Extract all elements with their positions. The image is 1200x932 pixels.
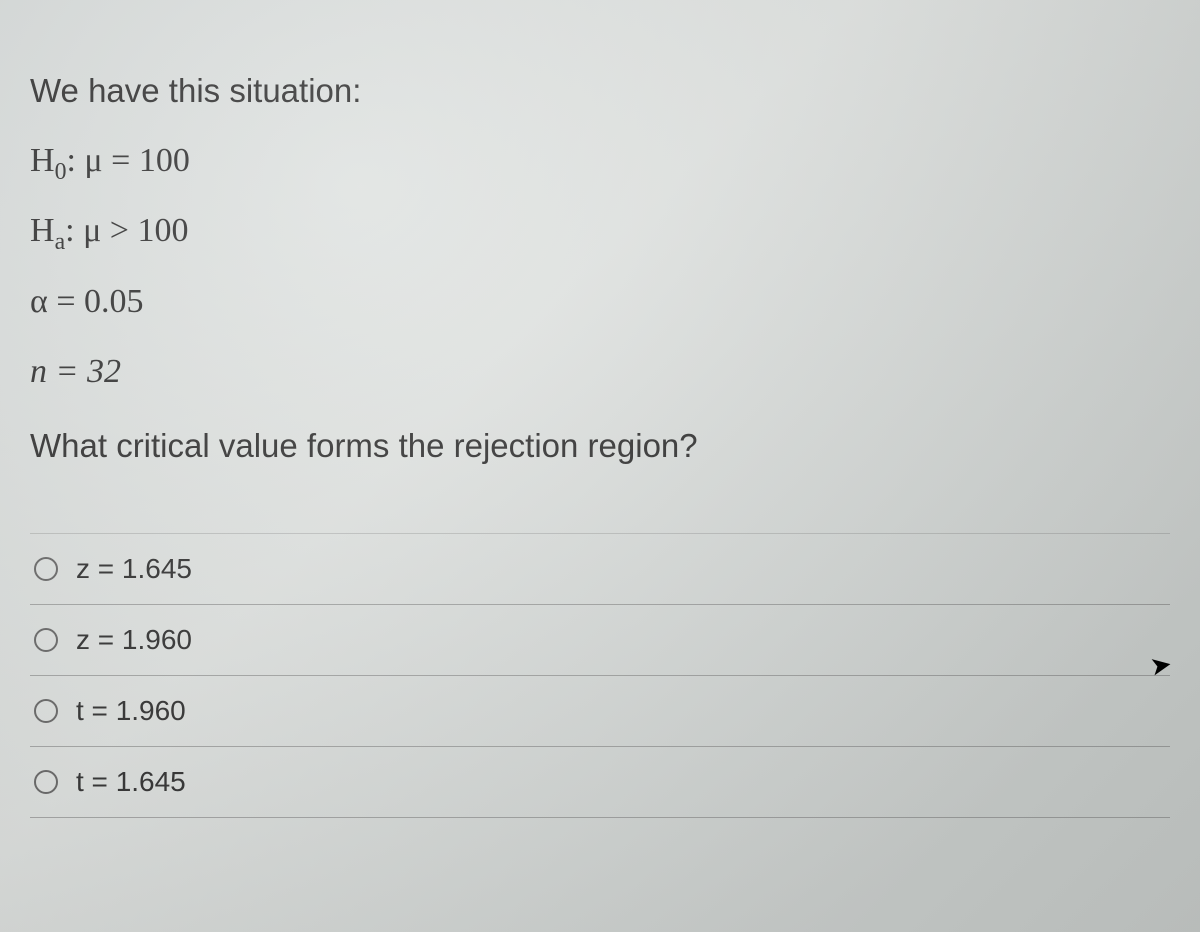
option-label: z = 1.960	[76, 624, 192, 656]
option-c[interactable]: t = 1.960	[30, 676, 1170, 747]
option-d[interactable]: t = 1.645	[30, 747, 1170, 818]
question-text: What critical value forms the rejection …	[30, 415, 1170, 478]
option-label: t = 1.645	[76, 766, 186, 798]
ha-prefix: H	[30, 212, 55, 249]
question-stem: We have this situation: H0: μ = 100 Ha: …	[30, 60, 1170, 478]
h0-rest: : μ = 100	[66, 142, 189, 179]
n-line: n = 32	[30, 340, 1170, 405]
radio-icon[interactable]	[34, 770, 58, 794]
radio-icon[interactable]	[34, 699, 58, 723]
h0-prefix: H	[30, 142, 55, 179]
alpha-line: α = 0.05	[30, 270, 1170, 335]
answer-options: z = 1.645 z = 1.960 t = 1.960 t = 1.645	[30, 533, 1170, 818]
option-label: z = 1.645	[76, 553, 192, 585]
null-hypothesis: H0: μ = 100	[30, 129, 1170, 194]
option-a[interactable]: z = 1.645	[30, 533, 1170, 605]
radio-icon[interactable]	[34, 628, 58, 652]
ha-subscript: a	[55, 229, 66, 255]
option-label: t = 1.960	[76, 695, 186, 727]
ha-rest: : μ > 100	[65, 212, 188, 249]
h0-subscript: 0	[55, 158, 67, 184]
alt-hypothesis: Ha: μ > 100	[30, 199, 1170, 264]
intro-text: We have this situation:	[30, 60, 1170, 123]
option-b[interactable]: z = 1.960	[30, 605, 1170, 676]
radio-icon[interactable]	[34, 557, 58, 581]
